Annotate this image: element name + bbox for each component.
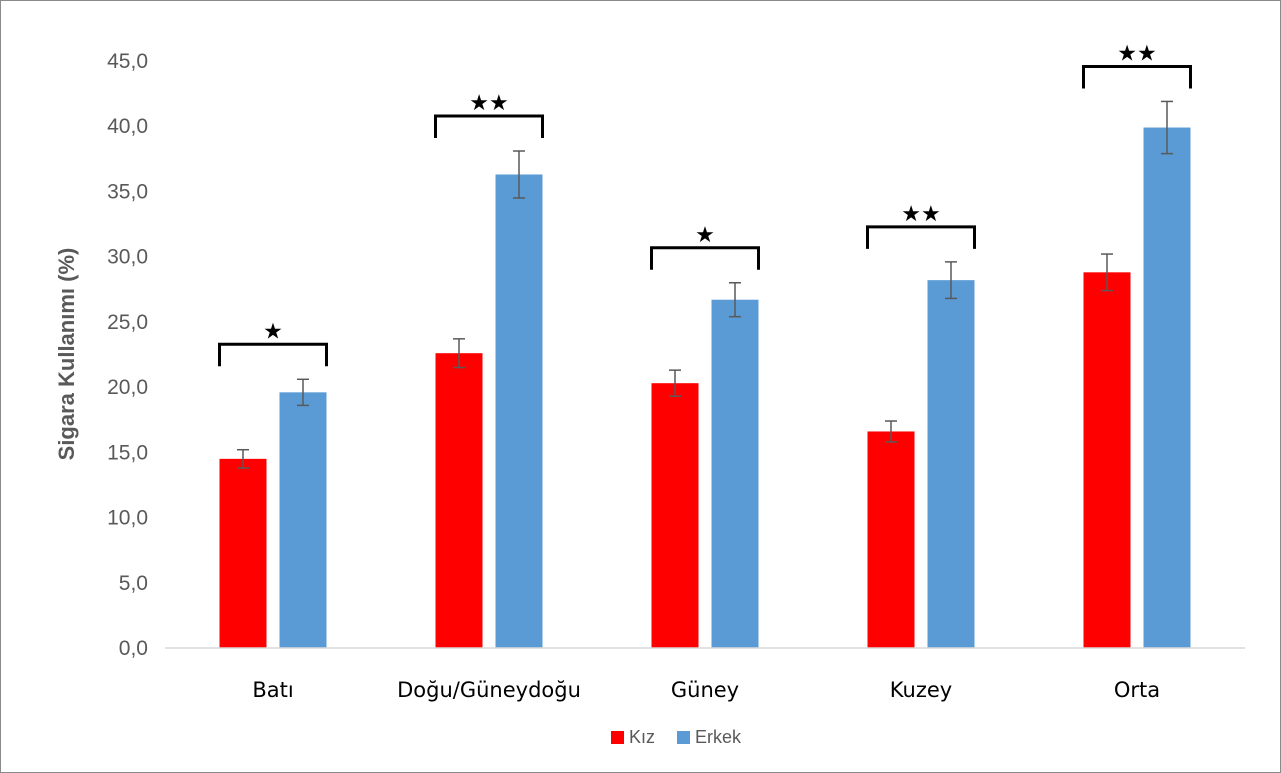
bar-erkek bbox=[279, 392, 327, 648]
significance-marker: ★ bbox=[695, 223, 715, 248]
significance-bracket bbox=[218, 342, 328, 367]
y-tick-label: 0,0 bbox=[119, 637, 148, 660]
y-tick-label: 45,0 bbox=[107, 50, 148, 73]
x-tick-label: Orta bbox=[1114, 678, 1160, 702]
y-tick-label: 25,0 bbox=[107, 311, 148, 334]
legend: Kız Erkek bbox=[611, 727, 742, 747]
bar-kız bbox=[219, 458, 267, 648]
y-tick-label: 35,0 bbox=[107, 180, 148, 203]
significance-marker: ★★ bbox=[901, 202, 940, 227]
bar-erkek bbox=[927, 280, 975, 648]
x-tick-label: Doğu/Güneydoğu bbox=[397, 678, 581, 702]
x-tick-label: Batı bbox=[252, 678, 293, 702]
y-tick-label: 20,0 bbox=[107, 376, 148, 399]
y-tick-label: 10,0 bbox=[107, 507, 148, 530]
legend-swatch-erkek bbox=[677, 731, 690, 744]
significance-bracket bbox=[866, 225, 976, 249]
bar-kız bbox=[651, 383, 699, 648]
significance-bracket bbox=[1082, 64, 1192, 89]
significance-marker: ★★ bbox=[1117, 41, 1156, 66]
bar-erkek bbox=[1143, 127, 1191, 648]
y-tick-label: 40,0 bbox=[107, 115, 148, 138]
significance-bracket bbox=[650, 246, 760, 270]
x-tick-label: Kuzey bbox=[890, 678, 952, 702]
bar-kız bbox=[435, 353, 483, 648]
bar-erkek bbox=[495, 174, 543, 648]
bar-erkek bbox=[711, 299, 759, 648]
significance-marker: ★★ bbox=[469, 91, 508, 116]
y-tick-label: 15,0 bbox=[107, 441, 148, 464]
y-tick-label: 5,0 bbox=[119, 572, 148, 595]
x-tick-label: Güney bbox=[671, 678, 739, 702]
bar-kız bbox=[867, 431, 915, 648]
y-tick-label: 30,0 bbox=[107, 246, 148, 269]
legend-swatch-kız bbox=[611, 731, 624, 744]
significance-marker: ★ bbox=[263, 319, 283, 344]
y-axis-title: Sigara Kullanımı (%) bbox=[54, 248, 79, 461]
legend-label: Erkek bbox=[695, 727, 742, 747]
bar-kız bbox=[1083, 272, 1131, 648]
significance-bracket bbox=[434, 114, 544, 139]
legend-label: Kız bbox=[629, 727, 655, 747]
